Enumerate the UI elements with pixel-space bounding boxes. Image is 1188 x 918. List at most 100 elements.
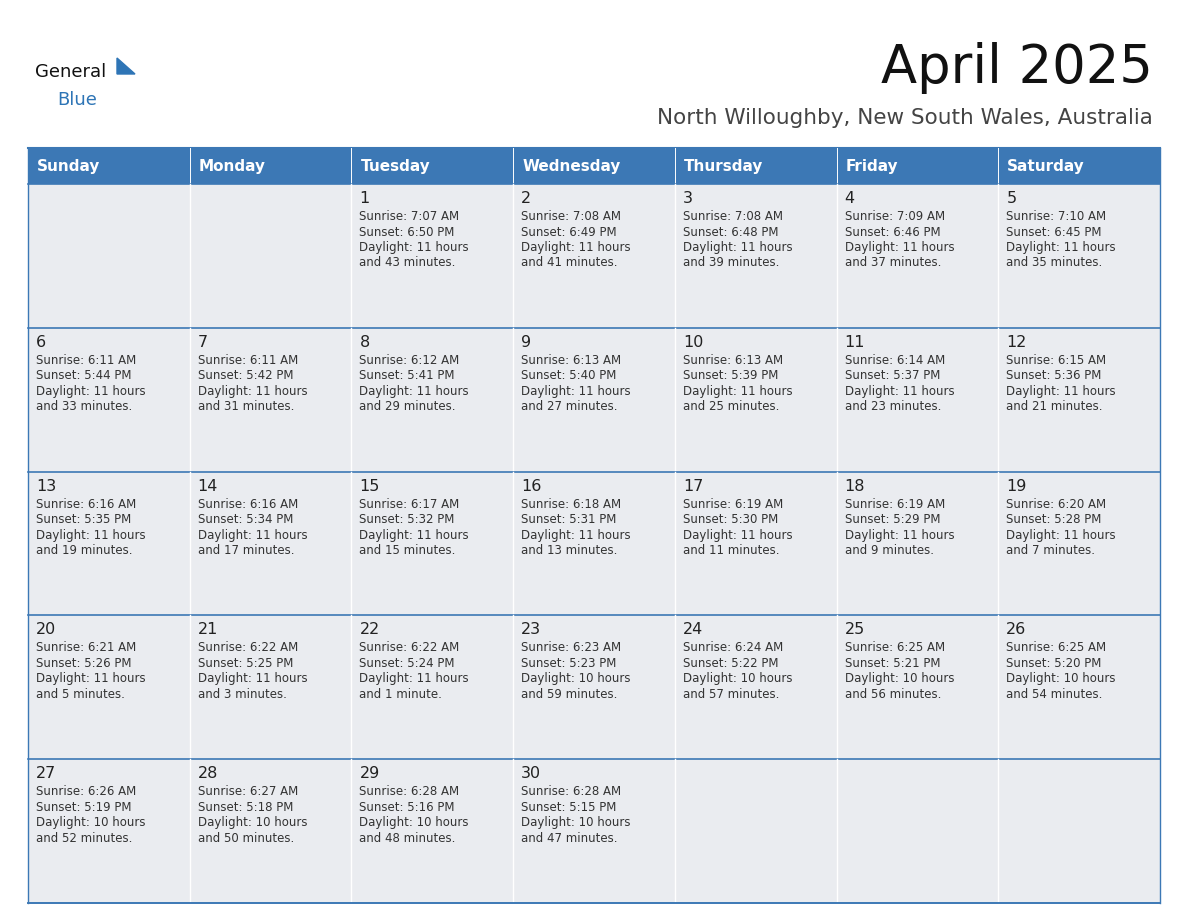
Text: 14: 14	[197, 478, 219, 494]
Bar	[513, 184, 675, 328]
Text: Sunrise: 6:22 AM: Sunrise: 6:22 AM	[360, 642, 460, 655]
Bar	[190, 472, 352, 615]
Text: 27: 27	[36, 767, 56, 781]
Text: Daylight: 11 hours: Daylight: 11 hours	[845, 529, 954, 542]
Text: and 41 minutes.: and 41 minutes.	[522, 256, 618, 270]
Text: Sunrise: 6:28 AM: Sunrise: 6:28 AM	[522, 785, 621, 798]
Text: Sunrise: 6:19 AM: Sunrise: 6:19 AM	[683, 498, 783, 510]
Text: 1: 1	[360, 191, 369, 206]
Bar	[836, 615, 998, 759]
Text: and 43 minutes.: and 43 minutes.	[360, 256, 456, 270]
Bar	[513, 472, 675, 615]
Text: Sunset: 5:34 PM: Sunset: 5:34 PM	[197, 513, 293, 526]
Text: Daylight: 10 hours: Daylight: 10 hours	[683, 672, 792, 686]
Bar	[998, 184, 1159, 328]
Bar	[836, 759, 998, 903]
Text: Daylight: 11 hours: Daylight: 11 hours	[1006, 241, 1116, 254]
Text: Sunrise: 7:09 AM: Sunrise: 7:09 AM	[845, 210, 944, 223]
Bar	[998, 759, 1159, 903]
Text: 7: 7	[197, 335, 208, 350]
Text: and 31 minutes.: and 31 minutes.	[197, 400, 295, 413]
Text: and 54 minutes.: and 54 minutes.	[1006, 688, 1102, 701]
Text: Friday: Friday	[846, 159, 898, 174]
Text: and 21 minutes.: and 21 minutes.	[1006, 400, 1102, 413]
Text: Daylight: 11 hours: Daylight: 11 hours	[36, 385, 146, 397]
Text: Daylight: 11 hours: Daylight: 11 hours	[1006, 529, 1116, 542]
Text: Daylight: 11 hours: Daylight: 11 hours	[197, 385, 308, 397]
Text: Sunrise: 6:15 AM: Sunrise: 6:15 AM	[1006, 353, 1106, 367]
Text: 19: 19	[1006, 478, 1026, 494]
Text: 13: 13	[36, 478, 56, 494]
Bar	[836, 148, 998, 184]
Bar	[190, 184, 352, 328]
Text: Sunrise: 6:16 AM: Sunrise: 6:16 AM	[197, 498, 298, 510]
Bar	[998, 472, 1159, 615]
Text: Sunrise: 6:22 AM: Sunrise: 6:22 AM	[197, 642, 298, 655]
Text: 5: 5	[1006, 191, 1017, 206]
Text: Daylight: 11 hours: Daylight: 11 hours	[683, 385, 792, 397]
Text: Daylight: 11 hours: Daylight: 11 hours	[522, 385, 631, 397]
Bar	[836, 328, 998, 472]
Text: Sunset: 5:18 PM: Sunset: 5:18 PM	[197, 800, 293, 813]
Text: and 59 minutes.: and 59 minutes.	[522, 688, 618, 701]
Text: Sunset: 5:40 PM: Sunset: 5:40 PM	[522, 369, 617, 382]
Text: and 23 minutes.: and 23 minutes.	[845, 400, 941, 413]
Bar	[29, 759, 190, 903]
Text: Daylight: 11 hours: Daylight: 11 hours	[197, 529, 308, 542]
Text: Daylight: 11 hours: Daylight: 11 hours	[360, 529, 469, 542]
Text: Sunrise: 6:12 AM: Sunrise: 6:12 AM	[360, 353, 460, 367]
Text: Sunset: 5:26 PM: Sunset: 5:26 PM	[36, 657, 132, 670]
Bar	[29, 184, 190, 328]
Text: Blue: Blue	[57, 91, 97, 109]
Text: 25: 25	[845, 622, 865, 637]
Text: Sunrise: 6:26 AM: Sunrise: 6:26 AM	[36, 785, 137, 798]
Text: 30: 30	[522, 767, 542, 781]
Bar	[352, 759, 513, 903]
Text: Daylight: 11 hours: Daylight: 11 hours	[360, 672, 469, 686]
Text: Sunrise: 6:23 AM: Sunrise: 6:23 AM	[522, 642, 621, 655]
Text: Daylight: 11 hours: Daylight: 11 hours	[197, 672, 308, 686]
Text: Sunset: 5:31 PM: Sunset: 5:31 PM	[522, 513, 617, 526]
Text: and 39 minutes.: and 39 minutes.	[683, 256, 779, 270]
Text: Sunset: 5:16 PM: Sunset: 5:16 PM	[360, 800, 455, 813]
Text: Sunrise: 6:13 AM: Sunrise: 6:13 AM	[522, 353, 621, 367]
Text: 10: 10	[683, 335, 703, 350]
Text: 11: 11	[845, 335, 865, 350]
Text: and 47 minutes.: and 47 minutes.	[522, 832, 618, 845]
Text: 16: 16	[522, 478, 542, 494]
Text: Sunrise: 6:24 AM: Sunrise: 6:24 AM	[683, 642, 783, 655]
Text: Sunday: Sunday	[37, 159, 100, 174]
Text: 12: 12	[1006, 335, 1026, 350]
Text: 26: 26	[1006, 622, 1026, 637]
Bar	[675, 615, 836, 759]
Text: and 29 minutes.: and 29 minutes.	[360, 400, 456, 413]
Text: and 7 minutes.: and 7 minutes.	[1006, 544, 1095, 557]
Text: 24: 24	[683, 622, 703, 637]
Text: Sunset: 5:44 PM: Sunset: 5:44 PM	[36, 369, 132, 382]
Text: Sunset: 5:39 PM: Sunset: 5:39 PM	[683, 369, 778, 382]
Text: Daylight: 11 hours: Daylight: 11 hours	[360, 241, 469, 254]
Text: Wednesday: Wednesday	[523, 159, 620, 174]
Text: and 35 minutes.: and 35 minutes.	[1006, 256, 1102, 270]
Text: Daylight: 10 hours: Daylight: 10 hours	[522, 672, 631, 686]
Text: Sunset: 5:37 PM: Sunset: 5:37 PM	[845, 369, 940, 382]
Text: and 50 minutes.: and 50 minutes.	[197, 832, 293, 845]
Text: Tuesday: Tuesday	[360, 159, 430, 174]
Text: Sunset: 6:49 PM: Sunset: 6:49 PM	[522, 226, 617, 239]
Text: and 33 minutes.: and 33 minutes.	[36, 400, 132, 413]
Text: and 1 minute.: and 1 minute.	[360, 688, 442, 701]
Text: Sunrise: 6:21 AM: Sunrise: 6:21 AM	[36, 642, 137, 655]
Bar	[190, 328, 352, 472]
Bar	[836, 472, 998, 615]
Text: Sunset: 5:20 PM: Sunset: 5:20 PM	[1006, 657, 1101, 670]
Polygon shape	[116, 58, 135, 74]
Bar	[190, 615, 352, 759]
Text: and 57 minutes.: and 57 minutes.	[683, 688, 779, 701]
Text: Sunset: 5:36 PM: Sunset: 5:36 PM	[1006, 369, 1101, 382]
Text: and 52 minutes.: and 52 minutes.	[36, 832, 132, 845]
Bar	[190, 759, 352, 903]
Text: 18: 18	[845, 478, 865, 494]
Text: Sunset: 5:32 PM: Sunset: 5:32 PM	[360, 513, 455, 526]
Text: Sunset: 6:45 PM: Sunset: 6:45 PM	[1006, 226, 1101, 239]
Bar	[675, 148, 836, 184]
